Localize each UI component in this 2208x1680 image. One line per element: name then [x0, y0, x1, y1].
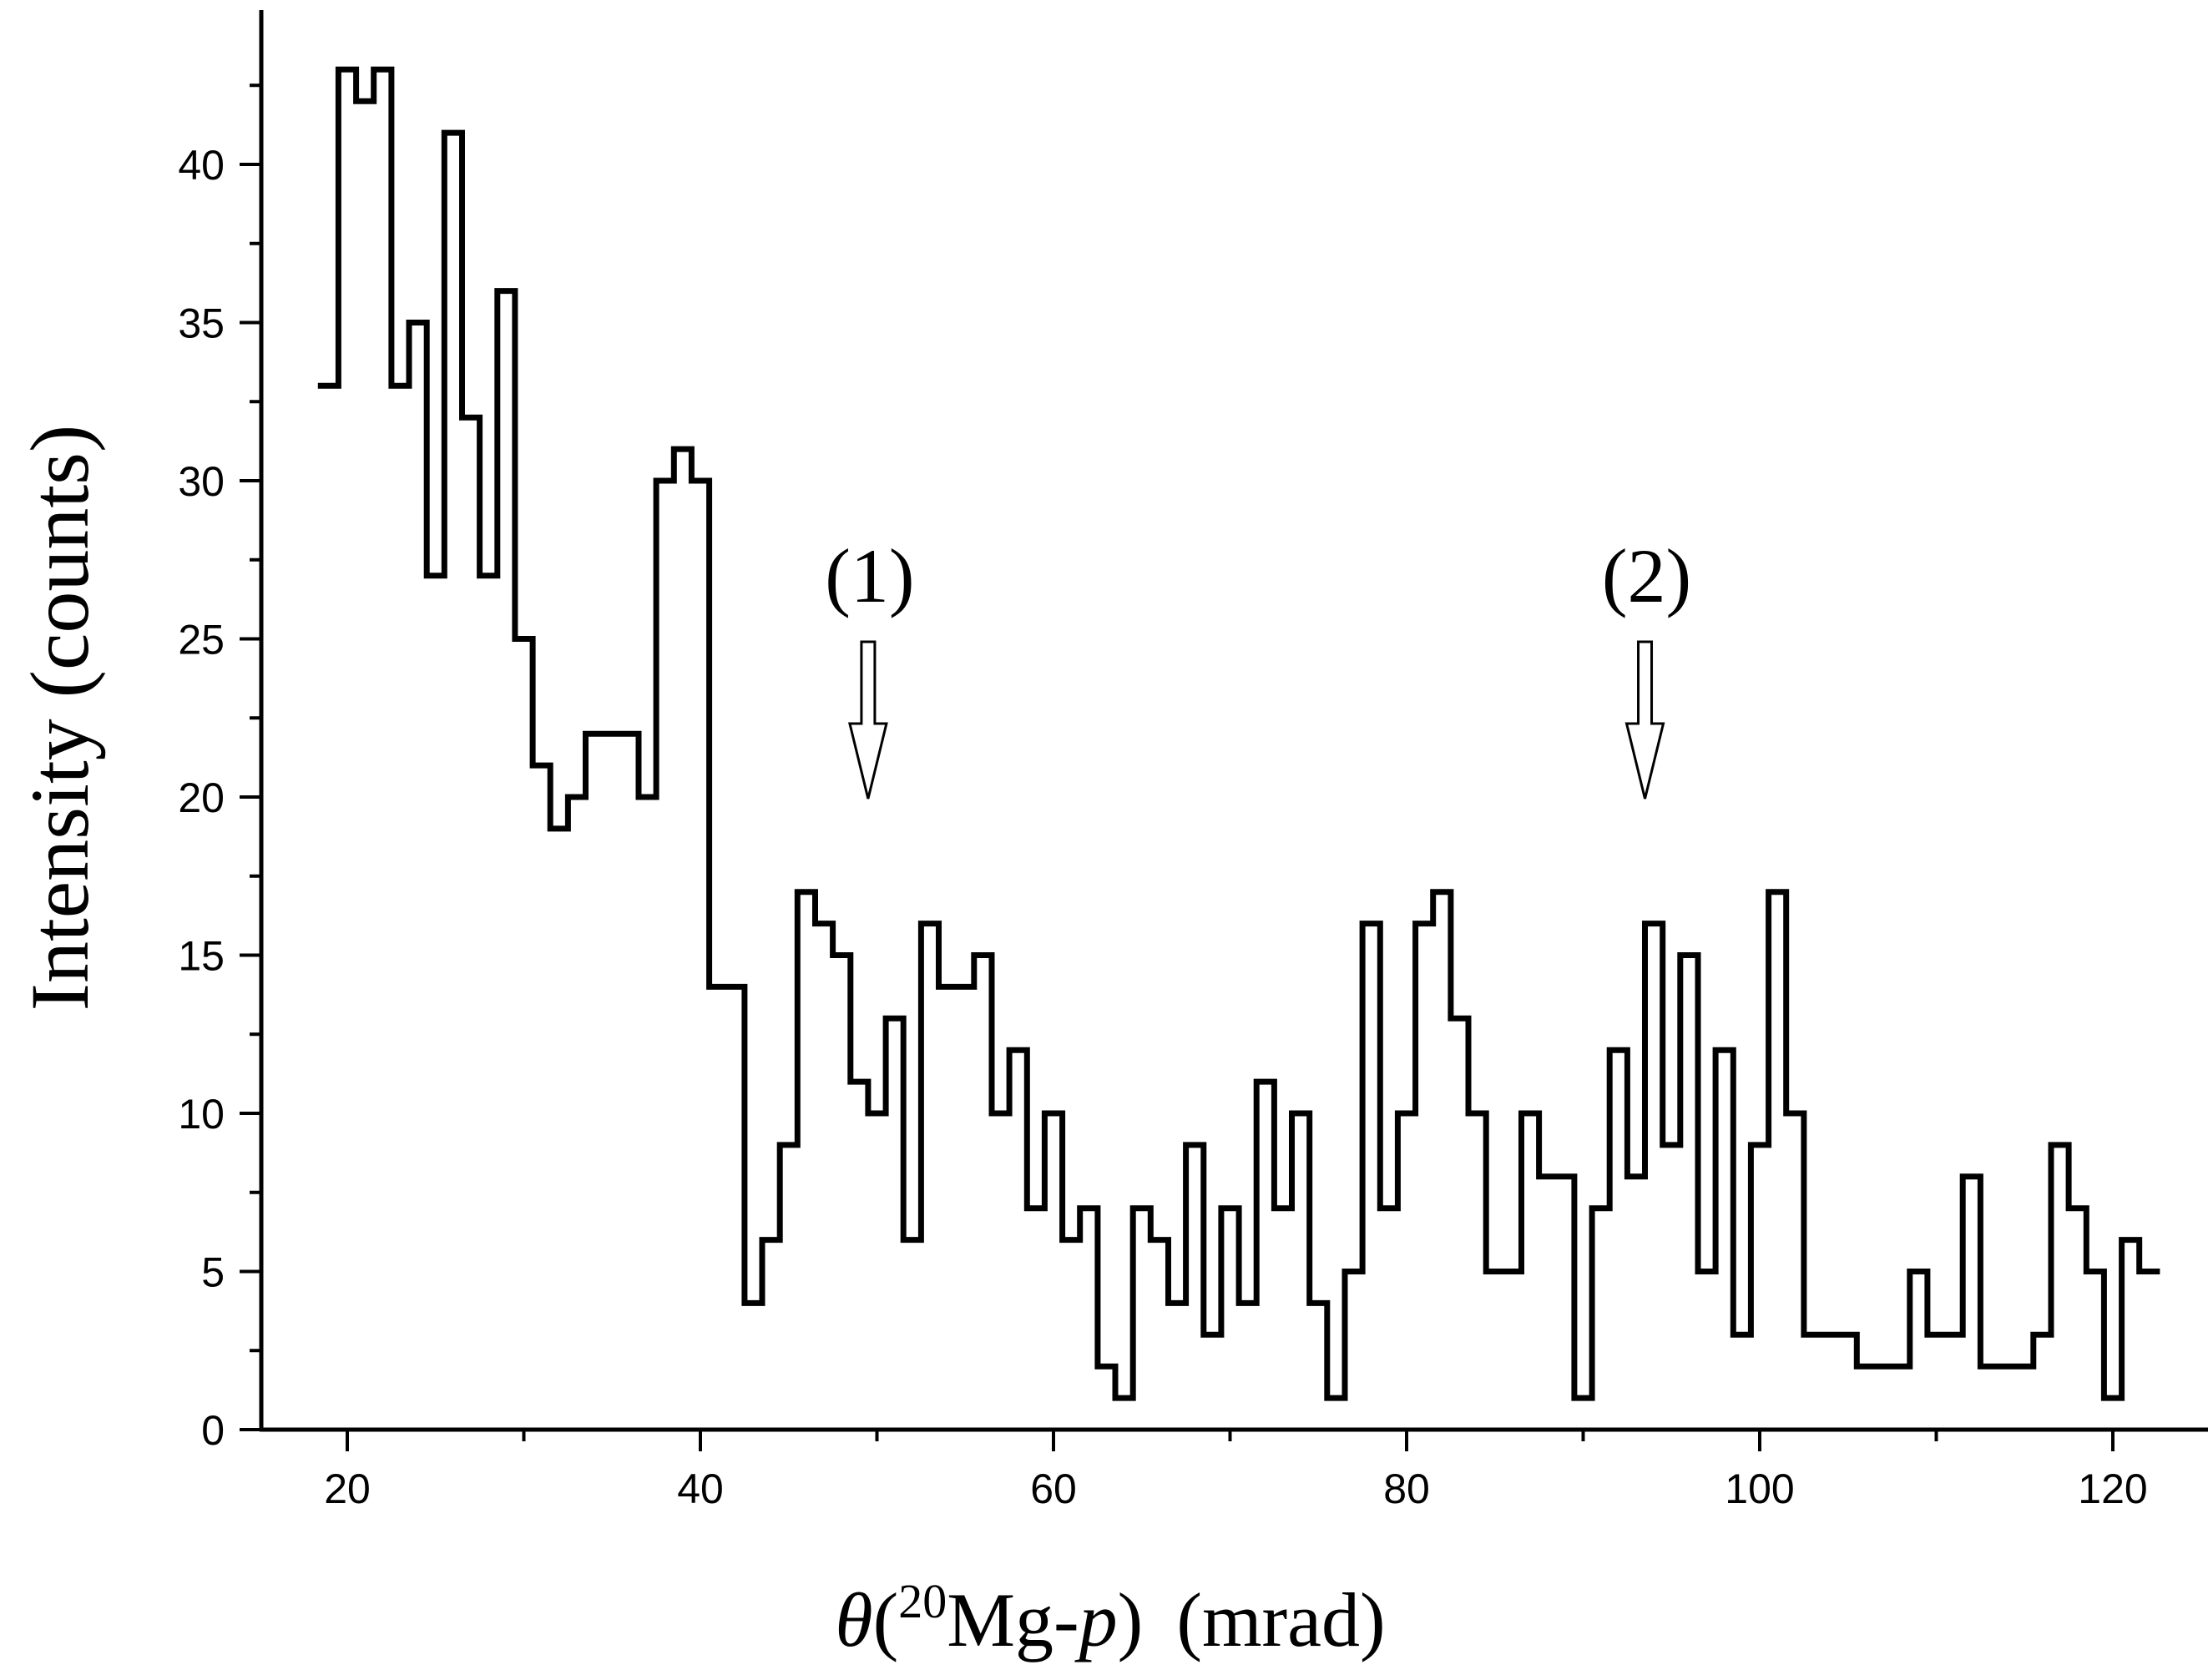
down-arrow-icon: [848, 640, 888, 800]
x-axis-label-open-paren: (: [873, 1577, 899, 1662]
x-tick-label: 120: [2078, 1466, 2147, 1512]
y-tick-label: 40: [178, 142, 225, 189]
y-tick-label: 10: [178, 1091, 225, 1138]
x-tick-label: 100: [1725, 1466, 1794, 1512]
x-axis-label: θ(20Mg-p) (mrad): [835, 1574, 1385, 1662]
x-tick-label: 40: [677, 1466, 724, 1512]
y-tick-label: 0: [201, 1407, 225, 1454]
annotation-2: (2): [1602, 533, 1691, 800]
x-axis-label-symbol: θ: [835, 1577, 872, 1662]
x-axis-ticks: 20 40 60 80 100 120: [324, 1430, 2148, 1512]
y-tick-label: 30: [178, 458, 225, 505]
x-axis-label-close-paren: ): [1118, 1577, 1144, 1662]
x-axis-label-unit: (mrad): [1176, 1577, 1385, 1662]
x-tick-label: 80: [1383, 1466, 1430, 1512]
y-axis-ticks: 0 5 10 15 20 25 30 35 40: [178, 83, 261, 1454]
y-tick-label: 25: [178, 617, 225, 663]
down-arrow-icon: [1624, 640, 1665, 800]
y-tick-label: 35: [178, 300, 225, 347]
y-tick-label: 15: [178, 933, 225, 980]
histogram-series-line: [317, 66, 2160, 1401]
x-axis-label-particle: p: [1074, 1577, 1118, 1662]
annotations: (1) (2): [825, 533, 1691, 800]
annotation-label: (1): [825, 533, 914, 618]
y-tick-label: 5: [201, 1249, 225, 1296]
axes: 0 5 10 15 20 25 30 35 40 20 40 60 80 100 120: [178, 10, 2208, 1512]
plot-area: [317, 66, 2160, 1401]
annotation-1: (1): [825, 533, 915, 800]
x-tick-label: 20: [324, 1466, 371, 1512]
x-axis-label-species: Mg-: [947, 1577, 1079, 1662]
annotation-label: (2): [1602, 533, 1691, 618]
x-axis-label-superscript: 20: [898, 1574, 947, 1628]
y-axis-label: Intensity (counts): [13, 425, 106, 1012]
x-tick-label: 60: [1030, 1466, 1077, 1512]
y-tick-label: 20: [178, 774, 225, 821]
